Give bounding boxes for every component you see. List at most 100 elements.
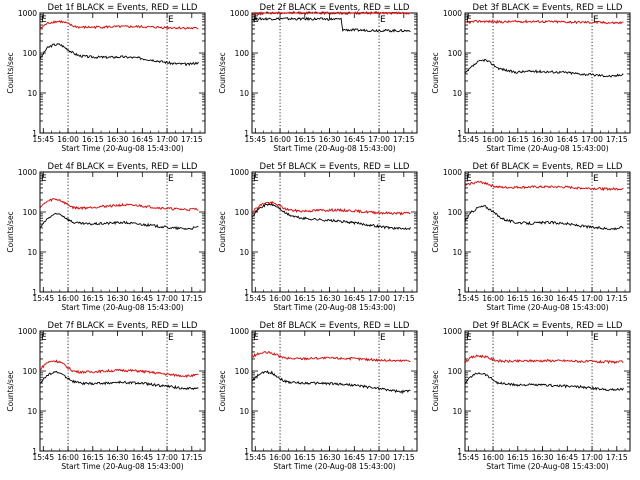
event-mark-label: E bbox=[168, 174, 174, 184]
panel-det-2f: Det 2f BLACK = Events, RED = LLD 1 10 100 10… bbox=[218, 3, 418, 153]
y-tick-label: 100 bbox=[448, 208, 463, 217]
x-tick-label: 17:15 bbox=[181, 294, 203, 303]
panel-det-5f: Det 5f BLACK = Events, RED = LLD 1 10 100 10… bbox=[218, 162, 418, 312]
y-tick-label: 100 bbox=[448, 367, 463, 376]
x-tick-label: 17:15 bbox=[606, 453, 628, 462]
plot-frame bbox=[464, 330, 631, 452]
x-tick-label: 17:00 bbox=[156, 294, 178, 303]
lld-series-line bbox=[251, 350, 411, 363]
panel-det-6f: Det 6f BLACK = Events, RED = LLD 1 10 100 10… bbox=[431, 162, 631, 312]
plot-frame bbox=[251, 171, 418, 293]
x-tick-label: 16:15 bbox=[507, 135, 529, 144]
panel-title: Det 6f BLACK = Events, RED = LLD bbox=[473, 162, 623, 172]
y-tick-label: 1 bbox=[457, 447, 462, 456]
panel-title: Det 8f BLACK = Events, RED = LLD bbox=[260, 321, 410, 331]
plot-frame bbox=[39, 12, 206, 134]
x-tick-label: 16:45 bbox=[556, 294, 578, 303]
x-tick-label: 16:45 bbox=[343, 453, 365, 462]
plot-frame bbox=[39, 330, 206, 452]
x-tick-label: 16:30 bbox=[107, 453, 129, 462]
x-tick-label: 16:45 bbox=[131, 453, 153, 462]
x-axis-label: Start Time (20-Aug-08 15:43:00) bbox=[273, 303, 395, 312]
y-axis-label: Counts/sec bbox=[6, 370, 15, 411]
y-axis-label: Counts/sec bbox=[6, 52, 15, 93]
panel-det-1f: Det 1f BLACK = Events, RED = LLD 1 10 100 10… bbox=[6, 3, 206, 153]
panel-det-3f: Det 3f BLACK = Events, RED = LLD 1 10 100 10… bbox=[431, 3, 631, 153]
y-tick-label: 10 bbox=[239, 248, 249, 257]
x-tick-label: 16:00 bbox=[57, 135, 79, 144]
x-tick-label: 15:45 bbox=[32, 135, 54, 144]
x-tick-label: 17:00 bbox=[368, 453, 390, 462]
event-mark-label: E bbox=[168, 333, 174, 343]
x-tick-label: 16:30 bbox=[107, 135, 129, 144]
x-tick-label: 16:45 bbox=[556, 453, 578, 462]
y-tick-label: 10 bbox=[239, 407, 249, 416]
x-tick-label: 17:15 bbox=[606, 135, 628, 144]
x-tick-label: 16:15 bbox=[82, 453, 104, 462]
y-axis-label: Counts/sec bbox=[431, 370, 440, 411]
events-series-line bbox=[251, 201, 411, 231]
panel-det-8f: Det 8f BLACK = Events, RED = LLD 1 10 100 10… bbox=[218, 321, 418, 471]
lld-series-line bbox=[464, 19, 624, 25]
events-series-line bbox=[251, 16, 411, 33]
x-axis-label: Start Time (20-Aug-08 15:43:00) bbox=[486, 144, 608, 153]
y-tick-label: 100 bbox=[235, 49, 250, 58]
y-tick-label: 100 bbox=[23, 208, 38, 217]
y-tick-label: 1000 bbox=[443, 9, 462, 18]
y-axis-label: Counts/sec bbox=[218, 52, 227, 93]
y-tick-label: 1000 bbox=[18, 168, 37, 177]
x-tick-label: 17:00 bbox=[368, 294, 390, 303]
x-tick-label: 16:15 bbox=[294, 453, 316, 462]
x-tick-label: 16:00 bbox=[482, 135, 504, 144]
x-tick-label: 15:45 bbox=[244, 135, 266, 144]
y-tick-label: 1000 bbox=[443, 168, 462, 177]
event-mark-label: E bbox=[41, 174, 47, 184]
x-tick-label: 15:45 bbox=[244, 453, 266, 462]
panel-title: Det 7f BLACK = Events, RED = LLD bbox=[48, 321, 198, 331]
x-tick-label: 15:45 bbox=[457, 453, 479, 462]
event-mark-label: E bbox=[466, 333, 472, 343]
y-tick-label: 10 bbox=[239, 89, 249, 98]
y-tick-label: 10 bbox=[452, 248, 462, 257]
x-tick-label: 16:45 bbox=[556, 135, 578, 144]
events-series-line bbox=[39, 370, 199, 391]
event-mark-label: E bbox=[466, 174, 472, 184]
y-tick-label: 1 bbox=[457, 129, 462, 138]
x-tick-label: 17:15 bbox=[181, 135, 203, 144]
x-tick-label: 16:30 bbox=[532, 135, 554, 144]
y-tick-label: 1000 bbox=[18, 9, 37, 18]
x-tick-label: 17:15 bbox=[393, 453, 415, 462]
x-tick-label: 16:45 bbox=[343, 294, 365, 303]
event-mark-label: E bbox=[41, 15, 47, 25]
event-mark-label: E bbox=[593, 333, 599, 343]
event-mark-label: E bbox=[593, 15, 599, 25]
event-mark-label: E bbox=[380, 15, 386, 25]
lld-series-line bbox=[39, 20, 199, 30]
x-tick-label: 16:15 bbox=[294, 294, 316, 303]
x-tick-label: 16:45 bbox=[343, 135, 365, 144]
lld-series-line bbox=[39, 359, 199, 379]
events-series-line bbox=[251, 370, 411, 395]
x-tick-label: 16:30 bbox=[532, 294, 554, 303]
plot-frame bbox=[464, 171, 631, 293]
x-axis-label: Start Time (20-Aug-08 15:43:00) bbox=[486, 462, 608, 471]
plot-frame bbox=[464, 12, 631, 134]
y-tick-label: 100 bbox=[235, 208, 250, 217]
lld-series-line bbox=[464, 180, 624, 192]
x-tick-label: 16:15 bbox=[294, 135, 316, 144]
x-tick-label: 17:00 bbox=[156, 135, 178, 144]
panel-title: Det 4f BLACK = Events, RED = LLD bbox=[48, 162, 198, 172]
panel-title: Det 3f BLACK = Events, RED = LLD bbox=[473, 3, 623, 13]
panel-title: Det 5f BLACK = Events, RED = LLD bbox=[260, 162, 410, 172]
x-tick-label: 16:00 bbox=[269, 294, 291, 303]
plot-frame bbox=[39, 171, 206, 293]
y-tick-label: 1 bbox=[244, 447, 249, 456]
y-axis-label: Counts/sec bbox=[6, 211, 15, 252]
x-tick-label: 16:00 bbox=[482, 453, 504, 462]
y-tick-label: 1 bbox=[32, 129, 37, 138]
x-tick-label: 16:30 bbox=[107, 294, 129, 303]
x-tick-label: 16:30 bbox=[319, 453, 341, 462]
y-axis-label: Counts/sec bbox=[431, 211, 440, 252]
x-tick-label: 17:15 bbox=[393, 135, 415, 144]
